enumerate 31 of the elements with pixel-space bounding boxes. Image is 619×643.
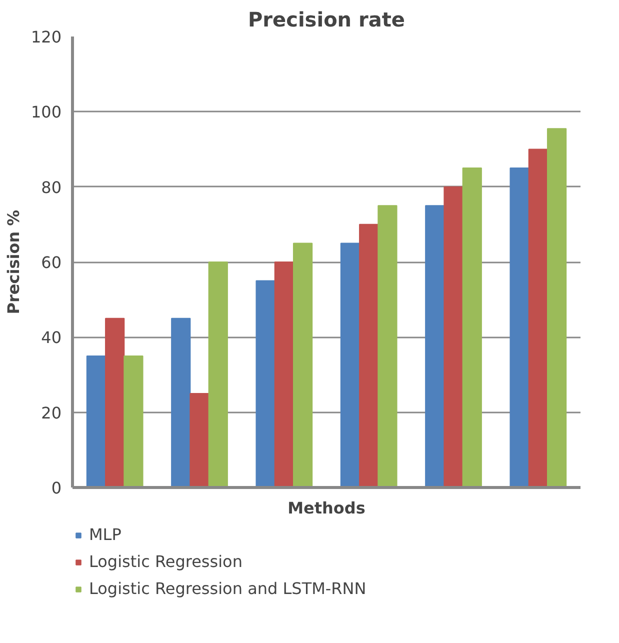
legend-label: MLP [89,525,122,544]
bar [86,355,106,488]
y-axis-title: Precision % [4,210,23,314]
bar [340,242,360,488]
bar [292,242,313,488]
y-tick-label: 60 [41,253,62,272]
chart-title: Precision rate [248,8,405,32]
y-tick-label: 0 [51,478,62,498]
bar [190,393,210,488]
bar [124,355,144,488]
bar [378,205,398,488]
bar [171,318,191,488]
bar [105,318,125,488]
bar [359,224,379,488]
y-tick-label: 20 [41,403,62,422]
legend-label: Logistic Regression [89,552,242,571]
y-tick-label: 120 [30,28,62,46]
x-axis-title: Methods [288,498,366,518]
legend-label: Logistic Regression and LSTM-RNN [89,579,366,598]
bar [546,128,567,488]
y-tick-label: 40 [41,328,62,348]
bar [425,205,445,488]
y-tick-label: 100 [30,102,62,122]
y-tick-label: 80 [41,178,62,197]
bar [444,186,464,488]
bar [462,168,482,488]
bar [274,262,294,488]
bar [256,280,276,488]
bar [528,148,548,488]
bar [510,168,530,488]
bar [208,262,228,488]
